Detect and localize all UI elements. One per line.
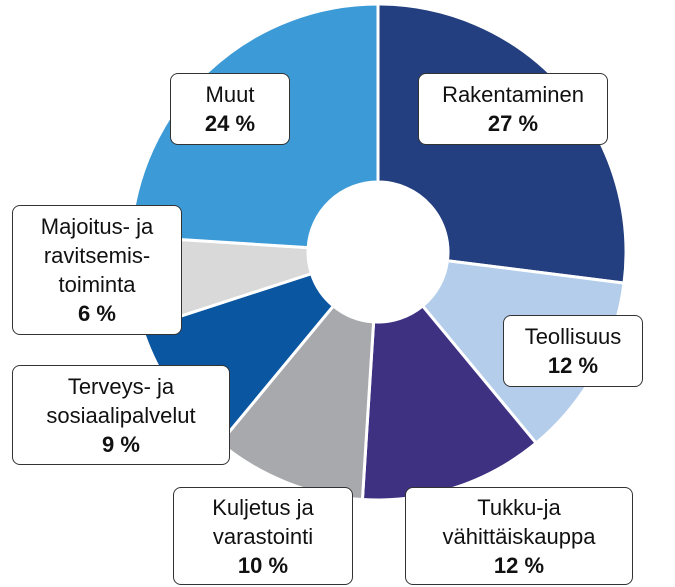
label-box: Majoitus- ja ravitsemis- toiminta 6 % <box>12 205 182 335</box>
category-label: Tukku-ja vähittäiskauppa <box>442 494 596 549</box>
label-box: Muut 24 % <box>170 73 290 145</box>
value-label: 9 % <box>102 431 140 457</box>
label-box: Teollisuus 12 % <box>503 315 643 387</box>
value-label: 12 % <box>493 552 545 578</box>
label-box: Kuljetus ja varastointi 10 % <box>173 487 353 585</box>
label-box: Rakentaminen 27 % <box>418 73 608 145</box>
value-label: 6 % <box>78 301 116 326</box>
slice <box>360 303 539 502</box>
category-label: Teollisuus <box>524 324 622 349</box>
value-label: 12 % <box>547 353 599 378</box>
category-label: Terveys- ja sosiaalipalvelut <box>46 373 196 428</box>
value-label: 27 % <box>487 111 539 136</box>
value-label: 24 % <box>204 111 256 136</box>
label-box: Tukku-ja vähittäiskauppa 12 % <box>405 487 633 585</box>
value-label: 10 % <box>237 552 289 578</box>
label-box: Terveys- ja sosiaalipalvelut 9 % <box>12 365 230 465</box>
category-label: Rakentaminen <box>442 82 584 107</box>
category-label: Majoitus- ja ravitsemis- toiminta <box>40 214 154 297</box>
category-label: Muut <box>205 82 255 107</box>
category-label: Kuljetus ja varastointi <box>212 494 314 549</box>
